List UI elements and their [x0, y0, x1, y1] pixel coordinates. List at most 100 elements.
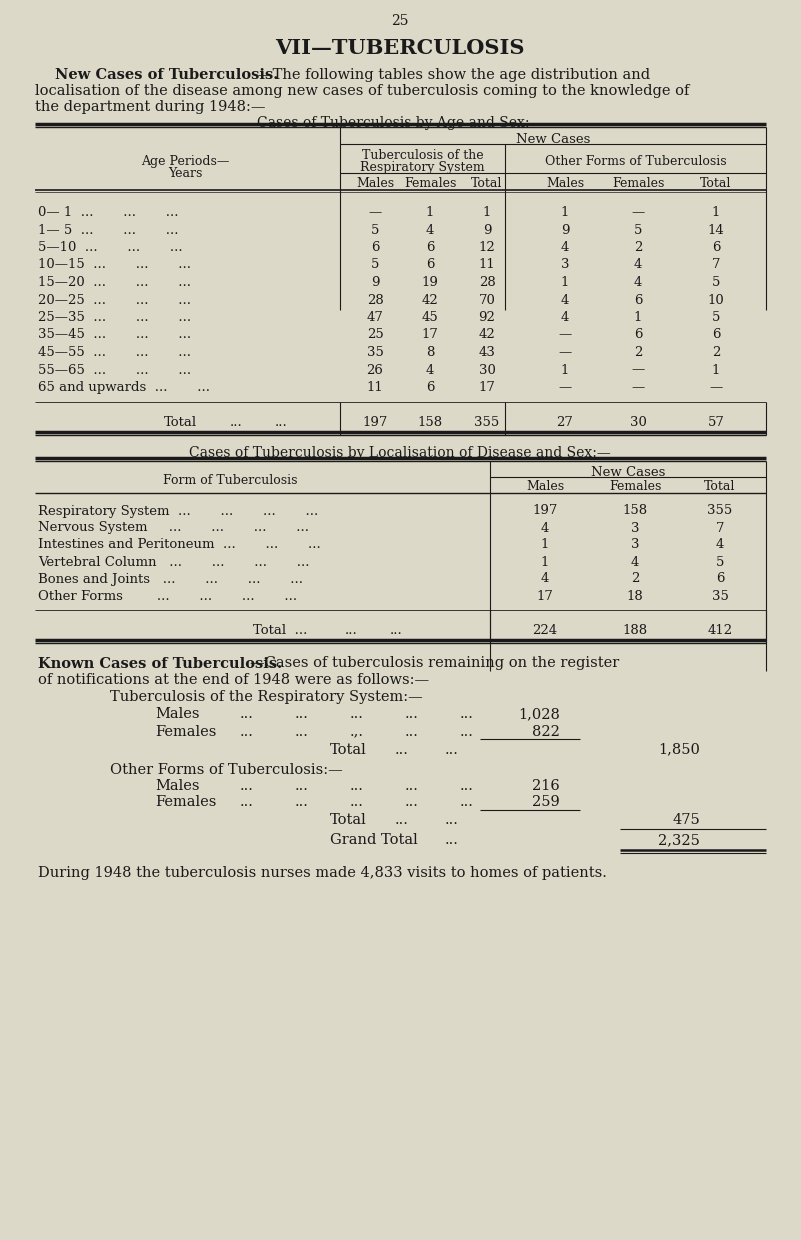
Text: ...: ... [350, 779, 364, 792]
Text: 70: 70 [478, 294, 496, 306]
Text: 5—10  ...       ...       ...: 5—10 ... ... ... [38, 241, 183, 254]
Text: 25—35  ...       ...       ...: 25—35 ... ... ... [38, 311, 191, 324]
Text: 4: 4 [426, 363, 434, 377]
Text: Other Forms of Tuberculosis: Other Forms of Tuberculosis [545, 155, 727, 167]
Text: Total: Total [704, 480, 735, 494]
Text: 42: 42 [421, 294, 438, 306]
Text: Grand Total: Grand Total [330, 833, 418, 847]
Text: Years: Years [168, 167, 202, 180]
Text: 0— 1  ...       ...       ...: 0— 1 ... ... ... [38, 206, 179, 219]
Text: 6: 6 [712, 241, 720, 254]
Text: 10: 10 [707, 294, 724, 306]
Text: Bones and Joints   ...       ...       ...       ...: Bones and Joints ... ... ... ... [38, 573, 303, 585]
Text: 17: 17 [478, 381, 496, 394]
Text: —: — [631, 363, 645, 377]
Text: 3: 3 [630, 538, 639, 552]
Text: 30: 30 [478, 363, 496, 377]
Text: Nervous System     ...       ...       ...       ...: Nervous System ... ... ... ... [38, 522, 309, 534]
Text: Tuberculosis of the: Tuberculosis of the [362, 149, 483, 162]
Text: 55—65  ...       ...       ...: 55—65 ... ... ... [38, 363, 191, 377]
Text: ...: ... [240, 779, 254, 792]
Text: ...: ... [230, 415, 243, 429]
Text: 1,028: 1,028 [518, 708, 560, 722]
Text: Females: Females [609, 480, 661, 494]
Text: Tuberculosis of the Respiratory System:—: Tuberculosis of the Respiratory System:— [110, 691, 423, 704]
Text: 6: 6 [426, 241, 434, 254]
Text: 6: 6 [426, 381, 434, 394]
Text: ...: ... [240, 724, 254, 739]
Text: Total: Total [471, 177, 503, 190]
Text: 65 and upwards  ...       ...: 65 and upwards ... ... [38, 381, 210, 394]
Text: Males: Males [526, 480, 564, 494]
Text: 197: 197 [362, 415, 388, 429]
Text: 5: 5 [371, 223, 379, 237]
Text: New Cases: New Cases [591, 465, 665, 479]
Text: 1,850: 1,850 [658, 743, 700, 756]
Text: 92: 92 [478, 311, 496, 324]
Text: 19: 19 [421, 277, 438, 289]
Text: 9: 9 [483, 223, 491, 237]
Text: 158: 158 [622, 505, 647, 517]
Text: —The following tables show the age distribution and: —The following tables show the age distr… [258, 68, 650, 82]
Text: 4: 4 [631, 556, 639, 568]
Text: 9: 9 [561, 223, 570, 237]
Text: 355: 355 [707, 505, 733, 517]
Text: 26: 26 [367, 363, 384, 377]
Text: ...: ... [460, 724, 474, 739]
Text: 259: 259 [532, 796, 560, 810]
Text: 1: 1 [483, 206, 491, 219]
Text: 27: 27 [557, 415, 574, 429]
Text: ...: ... [405, 708, 419, 722]
Text: ...: ... [395, 743, 409, 756]
Text: 47: 47 [367, 311, 384, 324]
Text: Vertebral Column   ...       ...       ...       ...: Vertebral Column ... ... ... ... [38, 556, 309, 568]
Text: 6: 6 [634, 329, 642, 341]
Text: 1— 5  ...       ...       ...: 1— 5 ... ... ... [38, 223, 179, 237]
Text: .,.: .,. [350, 724, 364, 739]
Text: ...: ... [445, 833, 459, 847]
Text: 28: 28 [479, 277, 495, 289]
Text: ...: ... [405, 796, 419, 810]
Text: 6: 6 [716, 573, 724, 585]
Text: 20—25  ...       ...       ...: 20—25 ... ... ... [38, 294, 191, 306]
Text: 3: 3 [630, 522, 639, 534]
Text: ...: ... [445, 743, 459, 756]
Text: 4: 4 [634, 277, 642, 289]
Text: ...: ... [445, 813, 459, 827]
Text: Form of Tuberculosis: Form of Tuberculosis [163, 474, 297, 486]
Text: ...: ... [295, 779, 309, 792]
Text: 5: 5 [712, 311, 720, 324]
Text: Cases of Tuberculosis by Localisation of Disease and Sex:—: Cases of Tuberculosis by Localisation of… [189, 445, 611, 460]
Text: 5: 5 [712, 277, 720, 289]
Text: 25: 25 [367, 329, 384, 341]
Text: 35: 35 [367, 346, 384, 360]
Text: Known Cases of Tuberculosis.: Known Cases of Tuberculosis. [38, 656, 282, 671]
Text: ...: ... [240, 796, 254, 810]
Text: Respiratory System: Respiratory System [360, 161, 485, 174]
Text: During 1948 the tuberculosis nurses made 4,833 visits to homes of patients.: During 1948 the tuberculosis nurses made… [38, 867, 607, 880]
Text: 6: 6 [634, 294, 642, 306]
Text: 35—45  ...       ...       ...: 35—45 ... ... ... [38, 329, 191, 341]
Text: 822: 822 [532, 724, 560, 739]
Text: 7: 7 [716, 522, 724, 534]
Text: New Cases of Tuberculosis.: New Cases of Tuberculosis. [55, 68, 278, 82]
Text: 1: 1 [561, 277, 570, 289]
Text: 5: 5 [634, 223, 642, 237]
Text: 4: 4 [426, 223, 434, 237]
Text: 17: 17 [421, 329, 438, 341]
Text: 2: 2 [634, 241, 642, 254]
Text: 4: 4 [541, 573, 549, 585]
Text: ...: ... [460, 779, 474, 792]
Text: Females: Females [612, 177, 664, 190]
Text: 12: 12 [479, 241, 495, 254]
Text: 188: 188 [622, 624, 647, 636]
Text: 5: 5 [371, 258, 379, 272]
Text: 6: 6 [712, 329, 720, 341]
Text: 6: 6 [426, 258, 434, 272]
Text: 15—20  ...       ...       ...: 15—20 ... ... ... [38, 277, 191, 289]
Text: 2: 2 [712, 346, 720, 360]
Text: 35: 35 [711, 589, 728, 603]
Text: 14: 14 [707, 223, 724, 237]
Text: Males: Males [155, 779, 199, 792]
Text: 18: 18 [626, 589, 643, 603]
